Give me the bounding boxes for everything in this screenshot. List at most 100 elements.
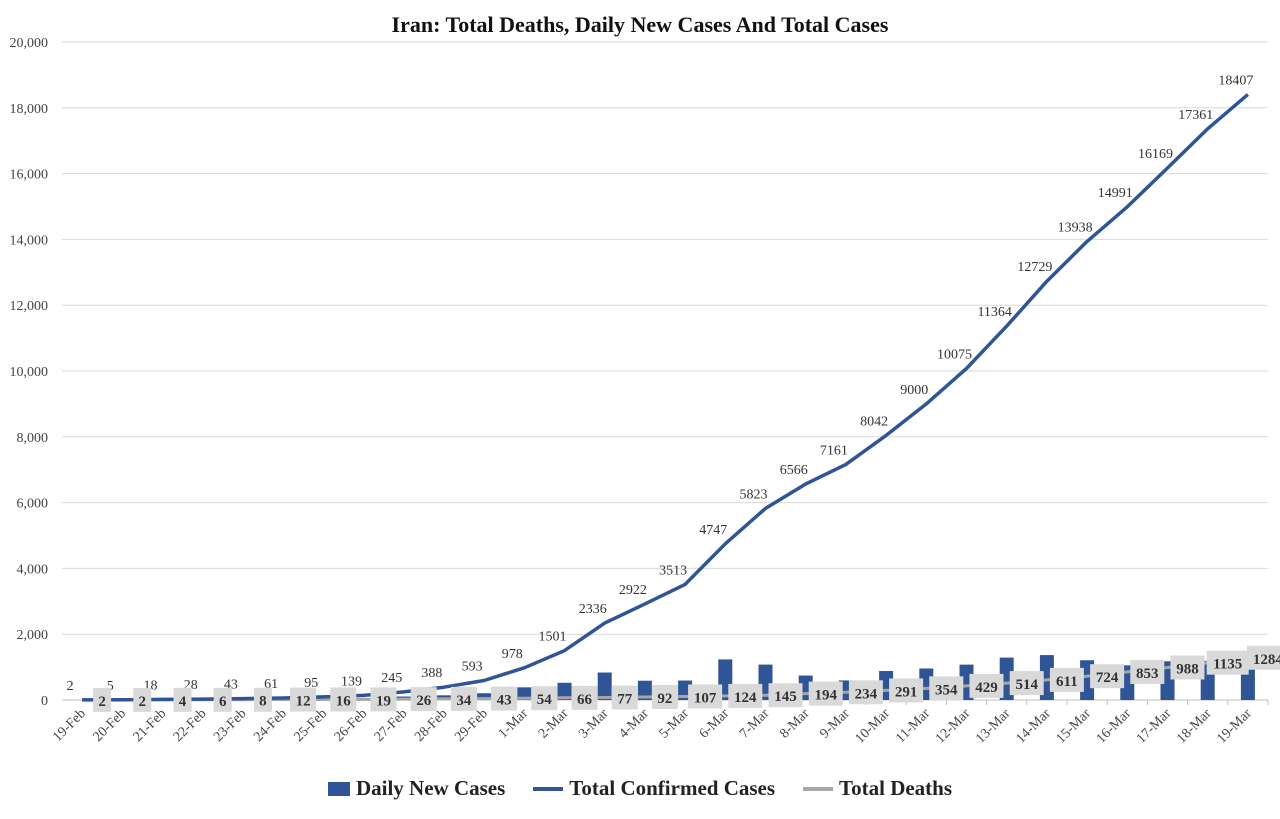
x-tick-label: 1-Mar [496,706,532,742]
y-tick-label: 8,000 [17,431,49,446]
data-label-box-deaths [531,686,558,711]
data-label-total-deaths: 8 [259,694,267,710]
y-tick-label: 2,000 [17,628,49,643]
x-tick-label: 10-Mar [853,706,894,747]
data-label-box-deaths [370,687,397,712]
data-label-total-deaths: 12 [296,694,311,710]
x-tick-label: 18-Mar [1174,706,1215,747]
data-label-box-deaths [1130,659,1165,684]
bar-daily-new-cases [557,682,572,700]
data-label-total-confirmed: 9000 [900,383,928,398]
data-label-total-deaths: 1135 [1213,657,1242,673]
data-label-total-deaths: 66 [577,692,593,708]
x-tick-label: 29-Feb [452,706,491,745]
data-label-box-deaths [491,686,518,711]
x-tick-label: 12-Mar [933,706,974,747]
data-label-total-confirmed: 11364 [977,305,1011,320]
data-label-total-confirmed: 593 [462,659,483,674]
data-label-box-deaths [728,683,763,708]
x-tick-label: 28-Feb [412,706,451,745]
x-tick-label: 5-Mar [657,706,693,742]
data-label-box-deaths [290,687,317,712]
y-tick-label: 14,000 [10,233,49,248]
data-label-box-deaths [133,687,152,712]
legend-label: Daily New Cases [355,776,506,800]
chart-title: Iran: Total Deaths, Daily New Cases And … [391,12,889,37]
x-tick-label: 23-Feb [211,706,250,745]
y-tick-label: 12,000 [10,299,49,314]
data-label-total-confirmed: 5823 [740,487,768,502]
data-label-total-deaths: 429 [975,680,998,696]
x-tick-label: 19-Mar [1214,706,1255,747]
data-label-total-deaths: 988 [1176,661,1199,677]
x-tick-label: 14-Mar [1013,706,1054,747]
data-label-total-confirmed: 10075 [937,348,972,363]
data-label-total-deaths: 6 [219,694,227,710]
data-label-total-confirmed: 1501 [539,630,567,645]
data-label-box-deaths [450,686,477,711]
data-label-total-deaths: 2 [139,694,147,710]
x-tick-label: 25-Feb [291,706,330,745]
legend-swatch-bar [327,781,350,796]
data-label-total-confirmed: 978 [502,647,523,662]
data-label-box-deaths [571,685,598,710]
x-tick-label: 3-Mar [576,706,612,742]
data-label-total-deaths: 234 [855,686,878,702]
legend-swatch-line [533,786,564,791]
y-tick-label: 10,000 [10,365,49,380]
data-label-box-deaths [1170,655,1205,680]
legend: Daily New Cases Total Confirmed Cases To… [0,776,1280,801]
data-label-total-confirmed: 12729 [1017,260,1052,275]
x-tick-label: 11-Mar [893,706,933,746]
data-label-total-confirmed: 17361 [1178,108,1213,123]
data-label-box-deaths [889,678,924,703]
x-tick-label: 8-Mar [777,706,813,742]
data-label-total-deaths: 43 [497,693,512,709]
data-label-total-confirmed: 5 [107,679,114,694]
data-label-box-deaths [213,687,232,712]
data-label-box-deaths [808,681,843,706]
y-tick-label: 16,000 [10,168,49,183]
legend-label: Total Deaths [839,776,953,800]
x-tick-label: 6-Mar [697,706,733,742]
legend-item-total-confirmed: Total Confirmed Cases [533,776,775,801]
data-label-total-confirmed: 4747 [699,523,727,538]
x-tick-label: 19-Feb [50,706,89,745]
data-label-total-deaths: 194 [814,688,837,704]
x-tick-label: 22-Feb [171,706,210,745]
line-total-confirmed-cases [82,93,1250,702]
data-label-box-deaths [1206,650,1249,675]
x-tick-label: 24-Feb [251,706,290,745]
data-label-total-deaths: 16 [336,693,352,709]
x-tick-label: 15-Mar [1054,706,1095,747]
data-label-box-deaths [1090,664,1125,689]
data-label-box-deaths [1009,671,1044,696]
data-label-total-confirmed: 245 [381,671,402,686]
data-label-box-deaths [253,687,272,712]
data-label-total-deaths: 354 [935,682,958,698]
data-label-box-deaths [768,683,803,708]
data-label-total-deaths: 724 [1096,670,1119,686]
data-label-total-confirmed: 139 [341,674,362,689]
legend-item-total-deaths: Total Deaths [803,776,952,801]
data-label-total-confirmed: 16169 [1138,147,1173,162]
data-label-box-deaths [611,685,638,710]
data-label-box-deaths [1049,667,1084,692]
data-label-box-deaths [1246,645,1280,670]
data-label-total-confirmed: 14991 [1098,186,1133,201]
data-label-total-deaths: 291 [895,684,918,700]
x-tick-label: 7-Mar [737,706,773,742]
bar-daily-new-cases [597,672,612,700]
data-label-total-confirmed: 2 [67,679,74,694]
data-label-total-deaths: 145 [774,689,797,705]
data-label-total-confirmed: 18407 [1218,73,1253,88]
y-tick-label: 18,000 [10,102,49,117]
data-label-total-deaths: 92 [657,691,672,707]
legend-swatch-line [803,786,834,791]
x-tick-label: 20-Feb [90,706,129,745]
data-label-total-confirmed: 13938 [1058,220,1093,235]
data-label-box-deaths [330,687,357,712]
legend-item-daily-new-cases: Daily New Cases [327,776,506,801]
